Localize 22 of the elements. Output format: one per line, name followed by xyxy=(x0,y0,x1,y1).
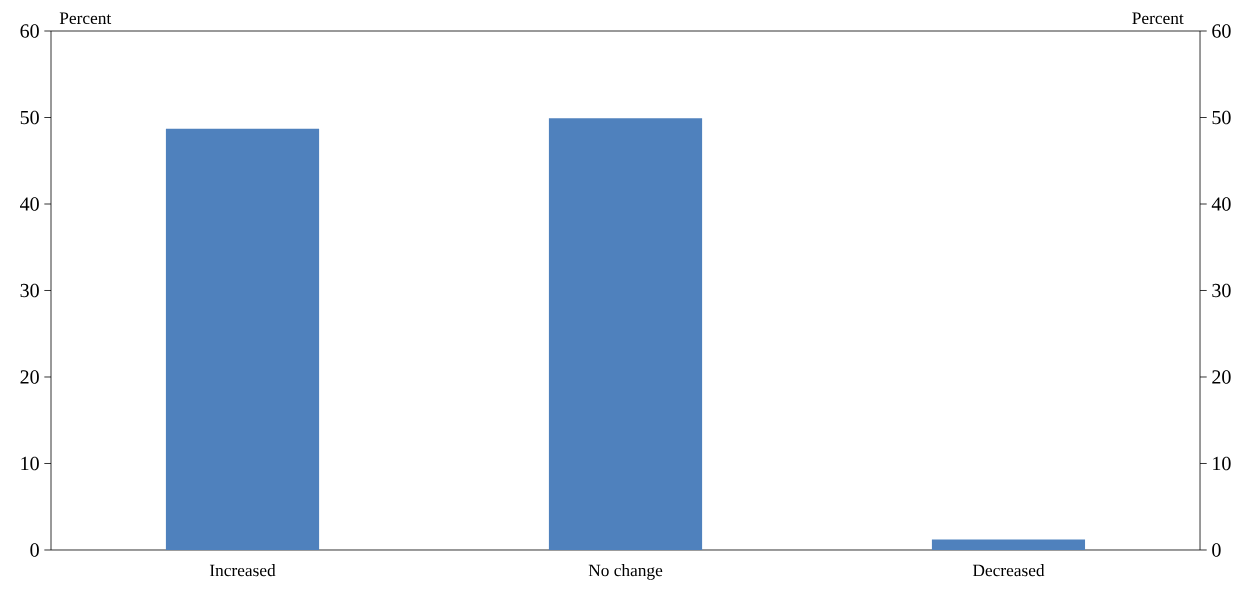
y-tick-label: 50 xyxy=(20,110,39,125)
bar xyxy=(548,118,703,550)
y-tick-label: 0 xyxy=(30,543,39,557)
bar xyxy=(931,539,1086,550)
y-tick-label: 60 xyxy=(20,24,39,38)
x-tick-label: Increased xyxy=(209,564,276,577)
y2-tick-label: 30 xyxy=(1212,283,1231,298)
y-tick-label: 40 xyxy=(20,197,39,211)
y-tick-label: 30 xyxy=(20,283,39,298)
y-axis-title: Percent xyxy=(59,12,112,25)
x-tick-label: No change xyxy=(588,564,663,580)
y-tick-label: 10 xyxy=(21,456,39,471)
bar xyxy=(165,128,320,550)
x-tick-label: Decreased xyxy=(972,564,1045,577)
y2-tick-label: 20 xyxy=(1212,370,1231,384)
y2-tick-label: 50 xyxy=(1212,110,1231,125)
y2-tick-label: 10 xyxy=(1213,456,1231,471)
y-tick-label: 20 xyxy=(20,370,39,384)
y2-axis-title: Percent xyxy=(1132,12,1184,25)
y2-tick-label: 0 xyxy=(1212,543,1221,557)
y2-tick-label: 60 xyxy=(1212,24,1231,38)
y2-tick-label: 40 xyxy=(1211,197,1231,211)
